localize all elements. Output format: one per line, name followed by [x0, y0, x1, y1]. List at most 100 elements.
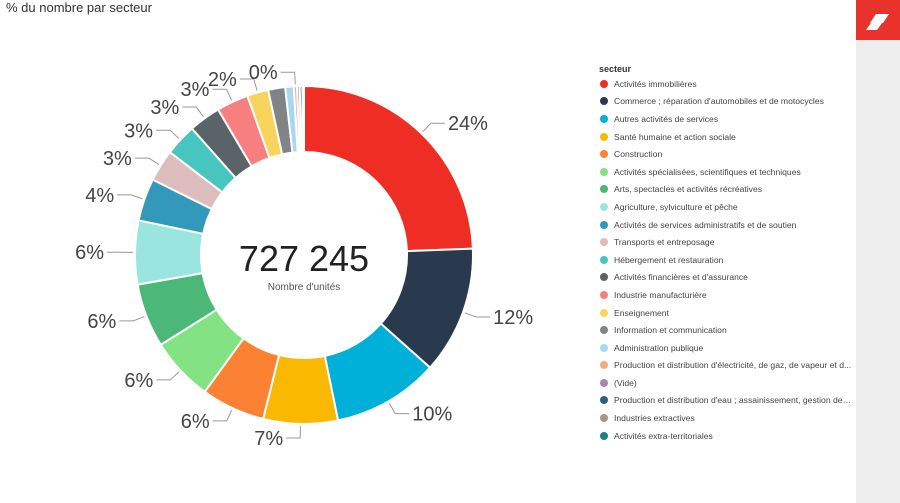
leader-line-10 [134, 157, 160, 165]
legend-swatch [600, 378, 608, 387]
donut-slice-1[interactable] [303, 84, 474, 253]
legend-item[interactable]: Agriculture, sylviculture et pêche [596, 198, 852, 216]
legend-label: Santé humaine et action sociale [614, 131, 736, 142]
leader-line-13 [212, 88, 232, 101]
legend-label: Activités spécialisées, scientifiques et… [614, 166, 801, 177]
leader-line-5 [212, 409, 233, 422]
legend-label: Activités de services administratifs et … [614, 219, 797, 230]
legend-swatch [600, 220, 608, 229]
leader-line-3 [388, 402, 410, 415]
legend-label: Industries extractives [614, 413, 695, 424]
center-value: 727 245 [239, 238, 369, 279]
legend-item[interactable]: Industrie manufacturière [596, 286, 852, 304]
slice-label-5: 6% [181, 411, 210, 433]
legend-item[interactable]: Commerce ; réparation d'automobiles et d… [596, 93, 852, 111]
legend-label: Production et distribution d'électricité… [614, 360, 852, 371]
legend-item[interactable]: Production et distribution d'eau ; assai… [596, 392, 852, 410]
legend-label: Administration publique [614, 342, 704, 353]
slice-label-12: 3% [150, 97, 179, 119]
slice-label-13: 3% [181, 79, 210, 101]
legend-label: Agriculture, sylviculture et pêche [614, 201, 738, 212]
right-sidebar-strip [856, 0, 900, 503]
legend-swatch [600, 132, 608, 141]
leader-line-11 [156, 129, 180, 139]
legend-item[interactable]: Santé humaine et action sociale [596, 128, 852, 146]
leader-line-7 [119, 316, 145, 322]
slice-label-17: 0% [249, 62, 278, 84]
legend-swatch [600, 255, 608, 264]
legend-swatch [600, 308, 608, 317]
leader-line-1 [422, 122, 445, 133]
legend-title: secteur [599, 64, 632, 74]
legend-item[interactable]: Production et distribution d'électricité… [596, 357, 852, 375]
leader-line-4 [286, 425, 301, 439]
donut-chart: 24%12%10%7%6%6%6%6%4%3%3%3%3%2% 0% 727 24… [75, 62, 533, 450]
legend-label: Commerce ; réparation d'automobiles et d… [614, 96, 824, 107]
legend-swatch [600, 290, 608, 299]
slice-label-6: 6% [124, 370, 153, 392]
legend-label: Activités financières et d'assurance [614, 272, 748, 283]
slice-label-10: 3% [103, 148, 132, 170]
leader-line-12 [182, 106, 204, 118]
slice-label-4: 7% [254, 428, 283, 450]
legend-item[interactable]: Information et communication [596, 321, 852, 339]
chart-legend: secteur Activités immobilières Commerce ;… [596, 64, 852, 444]
brand-logo-icon[interactable] [856, 0, 900, 40]
legend-item[interactable]: Transports et entreposage [596, 233, 852, 251]
donut-slice-21[interactable] [302, 84, 305, 154]
legend-item[interactable]: Construction [596, 145, 852, 163]
leader-line-14 [239, 78, 258, 91]
legend-label: Enseignement [614, 307, 669, 318]
slice-label-11: 3% [124, 120, 153, 142]
legend-swatch [600, 273, 608, 282]
legend-label: Industrie manufacturière [614, 289, 707, 300]
slice-label-8: 6% [75, 242, 104, 264]
legend-item[interactable]: Autres activités de services [596, 110, 852, 128]
legend-label: Construction [614, 149, 663, 160]
legend-swatch [600, 79, 608, 88]
legend-label: Production et distribution d'eau ; assai… [614, 395, 852, 406]
leader-line-17 [280, 71, 296, 85]
legend-swatch [600, 361, 608, 370]
legend-label: Information et communication [614, 325, 727, 336]
legend-swatch [600, 114, 608, 123]
legend-item[interactable]: Activités extra-territoriales [596, 427, 852, 445]
slice-label-2: 12% [493, 307, 533, 329]
leader-line-9 [117, 194, 143, 200]
legend-item[interactable]: Administration publique [596, 339, 852, 357]
legend-label: Hébergement et restauration [614, 254, 724, 265]
legend-item[interactable]: Industries extractives [596, 409, 852, 427]
center-label: Nombre d'unités [268, 282, 341, 293]
slice-label-7: 6% [87, 311, 116, 333]
legend-label: Activités extra-territoriales [614, 430, 713, 441]
legend-item[interactable]: (Vide) [596, 374, 852, 392]
leader-line-6 [156, 371, 180, 381]
legend-item[interactable]: Activités de services administratifs et … [596, 216, 852, 234]
slice-label-1: 24% [448, 113, 488, 135]
legend-swatch [600, 326, 608, 335]
legend-swatch [600, 150, 608, 159]
legend-label: Autres activités de services [614, 113, 719, 124]
legend-label: (Vide) [614, 377, 637, 388]
legend-swatch [600, 202, 608, 211]
legend-label: Activités immobilières [614, 78, 697, 89]
legend-swatch [600, 343, 608, 352]
legend-item[interactable]: Activités immobilières [596, 75, 852, 93]
legend-swatch [600, 185, 608, 194]
legend-item[interactable]: Arts, spectacles et activités récréative… [596, 181, 852, 199]
legend-item[interactable]: Activités financières et d'assurance [596, 269, 852, 287]
legend-label: Transports et entreposage [614, 237, 715, 248]
page-title: % du nombre par secteur [6, 0, 152, 15]
legend-item[interactable]: Enseignement [596, 304, 852, 322]
legend-item[interactable]: Activités spécialisées, scientifiques et… [596, 163, 852, 181]
slice-label-9: 4% [85, 185, 114, 207]
legend-swatch [600, 396, 608, 405]
legend-swatch [600, 97, 608, 106]
slice-label-3: 10% [412, 404, 452, 426]
legend-swatch [600, 431, 608, 440]
legend-item[interactable]: Hébergement et restauration [596, 251, 852, 269]
legend-label: Arts, spectacles et activités récréative… [614, 184, 763, 195]
legend-swatch [600, 414, 608, 423]
leader-line-2 [464, 312, 491, 318]
slice-label-14: 2% [208, 69, 237, 91]
